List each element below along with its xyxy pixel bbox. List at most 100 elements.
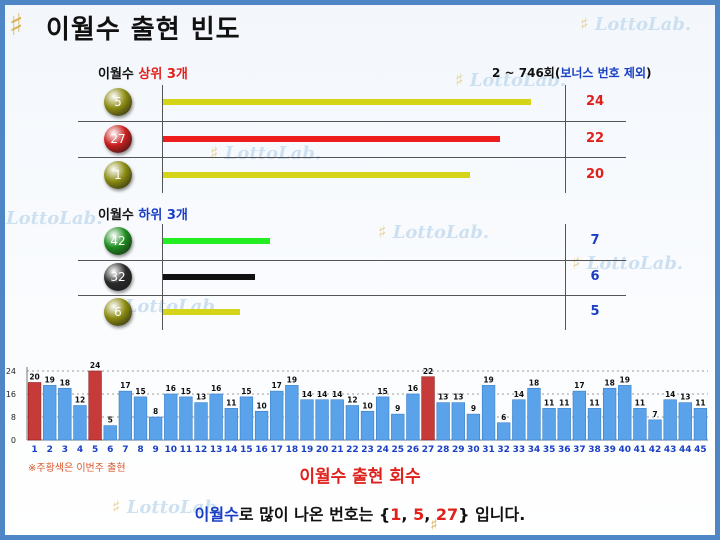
data-label: 13: [453, 393, 463, 402]
rank-count: 20: [585, 167, 605, 182]
bar: [663, 399, 677, 441]
x-tick-label: 16: [255, 445, 268, 455]
bar: [587, 408, 602, 441]
y-tick-label: 0: [11, 436, 16, 445]
y-tick-label: 8: [11, 413, 16, 422]
watermark: ♯LottoLab.: [455, 70, 567, 91]
x-tick-label: 30: [467, 445, 480, 455]
data-label: 15: [181, 387, 191, 396]
x-tick-label: 20: [316, 445, 329, 455]
page-title: 이월수 출현 빈도: [46, 15, 241, 45]
bar: [88, 370, 102, 441]
conclusion-text: 이월수로 많이 나온 번호는 {1, 5, 27} 입니다.: [194, 505, 526, 524]
x-tick-label: 44: [679, 445, 692, 455]
data-label: 11: [635, 398, 645, 407]
rank-count: 5: [590, 304, 600, 319]
rank-count: 6: [590, 269, 600, 284]
data-label: 18: [60, 378, 70, 387]
bar: [164, 393, 178, 441]
data-label: 12: [75, 396, 85, 405]
data-label: 18: [604, 378, 614, 387]
data-label: 10: [256, 401, 266, 410]
bar: [133, 396, 148, 441]
data-label: 22: [423, 367, 433, 376]
data-label: 16: [408, 384, 418, 393]
lotto-ball-icon: 27: [104, 125, 132, 153]
data-label: 14: [302, 390, 312, 399]
bar: [512, 399, 526, 441]
bar: [693, 408, 708, 441]
bar: [73, 405, 87, 441]
x-tick-label: 39: [603, 445, 616, 455]
bar: [345, 405, 360, 441]
x-tick-label: 4: [77, 445, 83, 455]
watermark: ♯LottoLab.: [572, 253, 684, 274]
lotto-ball-icon: 5: [104, 88, 132, 116]
bar: [391, 413, 405, 441]
data-label: 14: [665, 390, 675, 399]
chart-note: ※주황색은 이번주 출현: [28, 463, 126, 474]
x-tick-label: 40: [619, 445, 632, 455]
data-label: 17: [120, 381, 130, 390]
bar: [527, 387, 541, 441]
data-label: 16: [211, 384, 221, 393]
rank-bar: [163, 172, 470, 178]
watermark: ♯LottoLab.: [378, 222, 490, 243]
lotto-ball-icon: 6: [104, 298, 132, 326]
rank-bar: [163, 309, 240, 315]
x-tick-label: 43: [664, 445, 677, 455]
data-label: 11: [695, 398, 705, 407]
x-tick-label: 3: [62, 445, 68, 455]
bar: [315, 399, 329, 441]
y-tick-label: 24: [6, 367, 16, 376]
bar: [254, 410, 269, 441]
rank-bar: [163, 99, 531, 105]
top3-heading: 이월수 상위 3개: [98, 67, 188, 82]
data-label: 13: [680, 393, 690, 402]
data-label: 19: [620, 375, 630, 384]
x-tick-label: 15: [240, 445, 253, 455]
x-tick-label: 18: [286, 445, 299, 455]
lotto-ball-icon: 42: [104, 227, 132, 255]
x-tick-label: 11: [180, 445, 193, 455]
bar: [27, 382, 42, 441]
data-label: 17: [271, 381, 281, 390]
watermark: ♯LottoLab.: [580, 14, 692, 35]
data-label: 6: [501, 413, 506, 422]
x-tick-label: 1: [31, 445, 37, 455]
range-note: 2 ~ 746회(보너스 번호 제외): [492, 66, 652, 80]
bar: [300, 399, 314, 441]
data-label: 11: [544, 398, 554, 407]
x-tick-label: 10: [165, 445, 178, 455]
bar: [224, 408, 238, 441]
bar: [194, 402, 208, 441]
bar: [436, 402, 450, 441]
x-tick-label: 33: [513, 445, 526, 455]
x-tick-label: 25: [392, 445, 405, 455]
x-tick-label: 36: [558, 445, 571, 455]
data-label: 14: [332, 390, 342, 399]
lotto-ball-icon: 32: [104, 263, 132, 291]
bar: [648, 419, 662, 441]
x-tick-label: 23: [361, 445, 374, 455]
x-tick-label: 9: [153, 445, 159, 455]
data-label: 9: [471, 404, 476, 413]
lottolab-logo-icon: ♯: [9, 8, 24, 43]
data-label: 13: [196, 393, 206, 402]
data-label: 20: [29, 373, 39, 382]
x-tick-label: 29: [452, 445, 465, 455]
bar: [43, 385, 57, 441]
rank-bar: [163, 136, 500, 142]
bar: [360, 410, 375, 441]
y-tick-label: 16: [6, 390, 16, 399]
x-tick-label: 22: [346, 445, 359, 455]
bar: [557, 408, 571, 441]
x-axis-label: 이월수 출현 회수: [299, 467, 421, 487]
bar: [633, 408, 647, 441]
x-tick-label: 32: [497, 445, 510, 455]
x-tick-label: 2: [47, 445, 53, 455]
bar: [118, 390, 133, 441]
data-label: 15: [377, 387, 387, 396]
rank-bar: [163, 274, 255, 280]
bar: [270, 390, 284, 441]
